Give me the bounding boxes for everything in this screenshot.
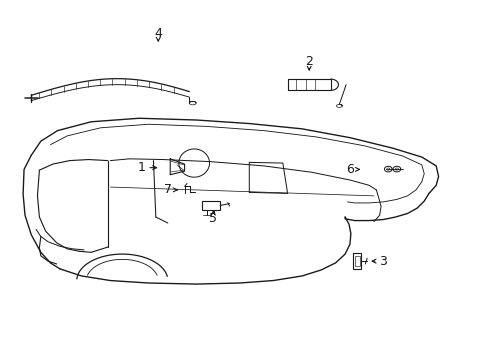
Text: 2: 2 — [305, 55, 312, 68]
Text: 3: 3 — [379, 255, 386, 267]
Bar — [354, 256, 359, 266]
Text: 7: 7 — [163, 183, 171, 196]
Bar — [202, 201, 220, 210]
Bar — [352, 253, 361, 269]
Text: 4: 4 — [154, 27, 162, 40]
Text: 6: 6 — [346, 163, 353, 176]
Text: 1: 1 — [137, 161, 145, 174]
Text: 5: 5 — [209, 212, 217, 225]
